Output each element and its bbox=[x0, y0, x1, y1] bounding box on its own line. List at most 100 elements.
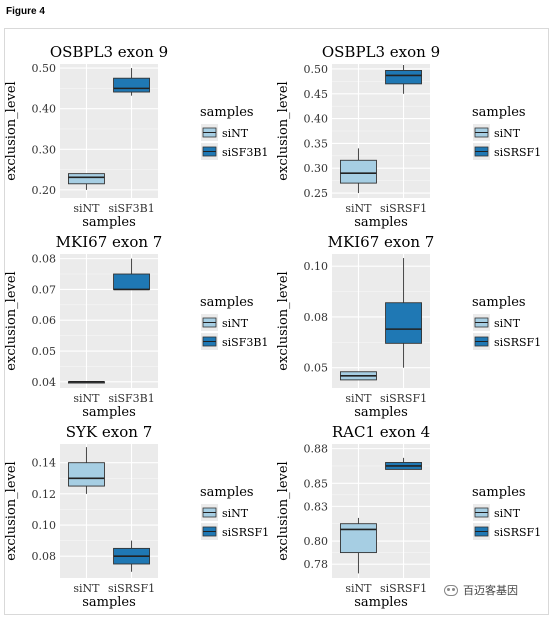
wechat-icon bbox=[444, 584, 458, 596]
x-tick-label: siSRSF1 bbox=[380, 202, 427, 215]
y-axis-label: exclusion_level bbox=[276, 461, 291, 560]
boxplot-rac1-srsf1: RAC1 exon 4 0.78 0.80 0.83 0.85 0.88 siNT siSRS… bbox=[276, 423, 541, 610]
box-siNT bbox=[68, 462, 105, 487]
figure-label: Figure 4 bbox=[6, 6, 45, 17]
y-tick-label: 0.40 bbox=[304, 113, 329, 126]
panel-mki67-srsf1: MKI67 exon 7 0.05 0.08 0.10 siNT siSRSF1 sampl… bbox=[276, 230, 552, 420]
x-tick-label: siSF3B1 bbox=[108, 202, 154, 215]
legend-label: siSRSF1 bbox=[222, 526, 269, 539]
legend-title: samples bbox=[472, 485, 526, 500]
x-axis-label: samples bbox=[82, 215, 136, 230]
legend-label: siSRSF1 bbox=[494, 336, 541, 349]
y-axis-label: exclusion_level bbox=[4, 461, 19, 560]
y-tick-label: 0.30 bbox=[304, 162, 329, 175]
legend-label: siNT bbox=[494, 127, 521, 140]
y-tick-label: 0.83 bbox=[304, 500, 329, 513]
box-siNT bbox=[340, 159, 377, 184]
watermark-text: 百迈客基因 bbox=[463, 584, 518, 597]
legend-label: siNT bbox=[494, 317, 521, 330]
panel-osbpl3-sf3b1: OSBPL3 exon 9 0.20 0.30 0.40 0.50 siNT siSF3B1… bbox=[4, 40, 280, 230]
legend-label: siSF3B1 bbox=[222, 336, 268, 349]
box-siSRSF1 bbox=[385, 302, 422, 344]
x-tick-label: siSF3B1 bbox=[108, 392, 154, 405]
legend-label: siNT bbox=[222, 317, 249, 330]
y-tick-label: 0.05 bbox=[304, 362, 329, 375]
legend-label: siNT bbox=[222, 507, 249, 520]
y-tick-label: 0.80 bbox=[304, 535, 329, 548]
watermark: 百迈客基因 bbox=[440, 581, 522, 599]
y-tick-label: 0.85 bbox=[304, 477, 329, 490]
boxplot-osbpl3-sf3b1: OSBPL3 exon 9 0.20 0.30 0.40 0.50 siNT siSF3B1… bbox=[4, 43, 268, 230]
y-tick-label: 0.04 bbox=[32, 376, 57, 389]
legend-title: samples bbox=[472, 295, 526, 310]
chart-title: OSBPL3 exon 9 bbox=[322, 43, 440, 61]
chart-title: OSBPL3 exon 9 bbox=[50, 43, 168, 61]
x-tick-label: siSRSF1 bbox=[108, 582, 155, 595]
legend-title: samples bbox=[200, 105, 254, 120]
box-siNT bbox=[340, 523, 377, 554]
y-tick-label: 0.20 bbox=[32, 184, 57, 197]
box-siSF3B1 bbox=[113, 273, 150, 290]
y-axis-label: exclusion_level bbox=[276, 271, 291, 370]
panel-syk-srsf1: SYK exon 7 0.08 0.10 0.12 0.14 siNT siSRSF1 sam… bbox=[4, 420, 280, 610]
y-tick-label: 0.08 bbox=[32, 550, 57, 563]
y-tick-label: 0.14 bbox=[32, 457, 57, 470]
y-tick-label: 0.07 bbox=[32, 283, 57, 296]
legend-label: siSF3B1 bbox=[222, 146, 268, 159]
panel-rac1-srsf1: RAC1 exon 4 0.78 0.80 0.83 0.85 0.88 siNT siSRS… bbox=[276, 420, 552, 610]
box-siNT bbox=[68, 173, 105, 185]
legend-title: samples bbox=[200, 485, 254, 500]
chart-title: MKI67 exon 7 bbox=[56, 233, 163, 251]
y-axis-label: exclusion_level bbox=[4, 271, 19, 370]
x-axis-label: samples bbox=[354, 405, 408, 420]
box-siSF3B1 bbox=[113, 77, 150, 93]
y-axis-label: exclusion_level bbox=[4, 81, 19, 180]
y-tick-label: 0.78 bbox=[304, 558, 329, 571]
x-tick-label: siNT bbox=[345, 392, 372, 405]
x-axis-label: samples bbox=[82, 595, 136, 610]
y-tick-label: 0.12 bbox=[32, 488, 57, 501]
y-tick-label: 0.10 bbox=[32, 519, 57, 532]
legend-label: siSRSF1 bbox=[494, 146, 541, 159]
x-tick-label: siNT bbox=[345, 202, 372, 215]
y-tick-label: 0.50 bbox=[304, 63, 329, 76]
y-tick-label: 0.08 bbox=[304, 311, 329, 324]
x-axis-label: samples bbox=[82, 405, 136, 420]
x-axis-label: samples bbox=[354, 215, 408, 230]
legend-label: siNT bbox=[222, 127, 249, 140]
x-axis-label: samples bbox=[354, 595, 408, 610]
x-tick-label: siNT bbox=[73, 392, 100, 405]
chart-title: SYK exon 7 bbox=[66, 423, 153, 441]
y-tick-label: 0.30 bbox=[32, 143, 57, 156]
chart-title: RAC1 exon 4 bbox=[332, 423, 430, 441]
legend-label: siSRSF1 bbox=[494, 526, 541, 539]
legend-label: siNT bbox=[494, 507, 521, 520]
box-siSRSF1 bbox=[385, 70, 422, 85]
panel-mki67-sf3b1: MKI67 exon 7 0.04 0.05 0.06 0.07 0.08 siNT siSF… bbox=[4, 230, 280, 420]
x-tick-label: siSRSF1 bbox=[380, 582, 427, 595]
panel-osbpl3-srsf1: OSBPL3 exon 9 0.25 0.30 0.35 0.40 0.45 0.50 siN… bbox=[276, 40, 552, 230]
y-tick-label: 0.88 bbox=[304, 443, 329, 456]
y-tick-label: 0.10 bbox=[304, 260, 329, 273]
x-tick-label: siNT bbox=[73, 582, 100, 595]
y-tick-label: 0.08 bbox=[32, 253, 57, 266]
figure-frame bbox=[4, 28, 549, 615]
boxplot-osbpl3-srsf1: OSBPL3 exon 9 0.25 0.30 0.35 0.40 0.45 0.50 siN… bbox=[276, 43, 541, 230]
x-tick-label: siSRSF1 bbox=[380, 392, 427, 405]
y-tick-label: 0.50 bbox=[32, 62, 57, 75]
legend-title: samples bbox=[200, 295, 254, 310]
y-tick-label: 0.06 bbox=[32, 314, 57, 327]
y-axis-label: exclusion_level bbox=[276, 81, 291, 180]
y-tick-label: 0.25 bbox=[304, 187, 329, 200]
y-tick-label: 0.45 bbox=[304, 88, 329, 101]
y-tick-label: 0.40 bbox=[32, 103, 57, 116]
y-tick-label: 0.05 bbox=[32, 345, 57, 358]
legend-title: samples bbox=[472, 105, 526, 120]
y-tick-label: 0.35 bbox=[304, 137, 329, 150]
chart-title: MKI67 exon 7 bbox=[328, 233, 435, 251]
x-tick-label: siNT bbox=[345, 582, 372, 595]
x-tick-label: siNT bbox=[73, 202, 100, 215]
boxplot-mki67-sf3b1: MKI67 exon 7 0.04 0.05 0.06 0.07 0.08 siNT siSF… bbox=[4, 233, 268, 420]
